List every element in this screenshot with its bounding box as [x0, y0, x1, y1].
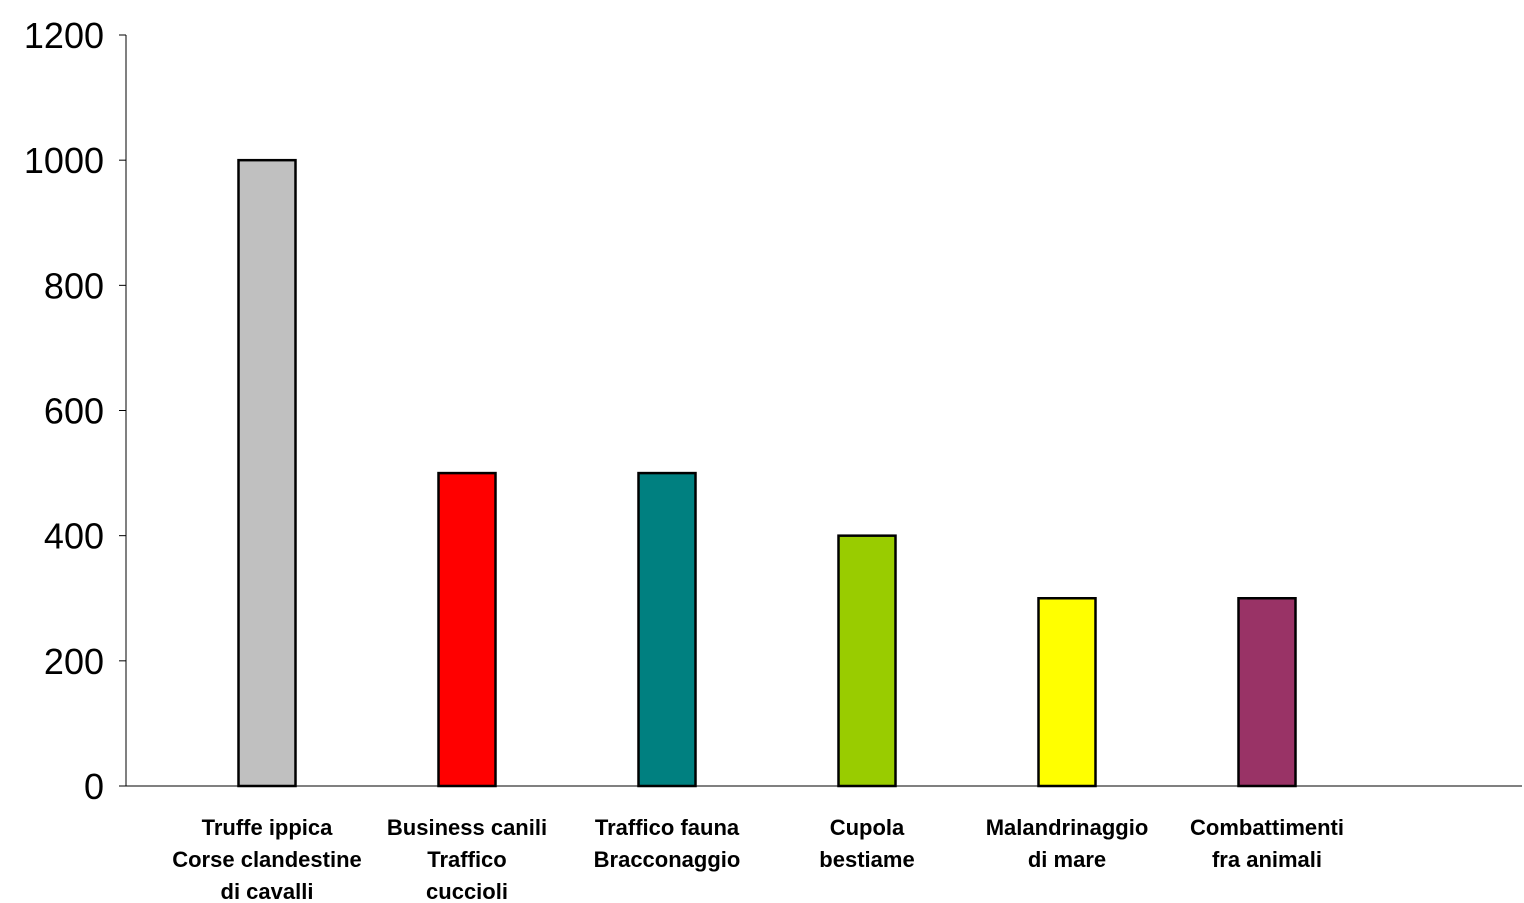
bar: [1237, 597, 1297, 788]
x-category-label: Cupola bestiame: [819, 815, 914, 872]
y-tick-label: 1200: [24, 15, 104, 56]
y-axis: 0 200 400 600 800 1000 1200: [24, 15, 127, 807]
x-category-label: Truffe ippica Corse clandestine di cavalli: [172, 815, 362, 903]
x-axis: Truffe ippica Corse clandestine di cavalli…: [126, 785, 1522, 903]
y-tick-label: 600: [44, 391, 104, 432]
bar: [1037, 597, 1097, 788]
y-tick-label: 1000: [24, 140, 104, 181]
y-tick-label: 0: [84, 766, 104, 807]
bar: [237, 158, 297, 788]
y-tick-label: 800: [44, 265, 104, 306]
bar: [437, 471, 497, 788]
x-category-label: Traffico fauna Bracconaggio: [594, 815, 741, 872]
x-category-label: Malandrinaggio di mare: [986, 815, 1149, 872]
bars: [237, 158, 1297, 788]
bar: [837, 534, 897, 788]
y-tick-label: 400: [44, 516, 104, 557]
x-category-label: Combattimenti fra animali: [1190, 815, 1344, 872]
y-tick-label: 200: [44, 641, 104, 682]
x-category-label: Business canili Traffico cuccioli: [387, 815, 547, 903]
bar: [637, 471, 697, 788]
